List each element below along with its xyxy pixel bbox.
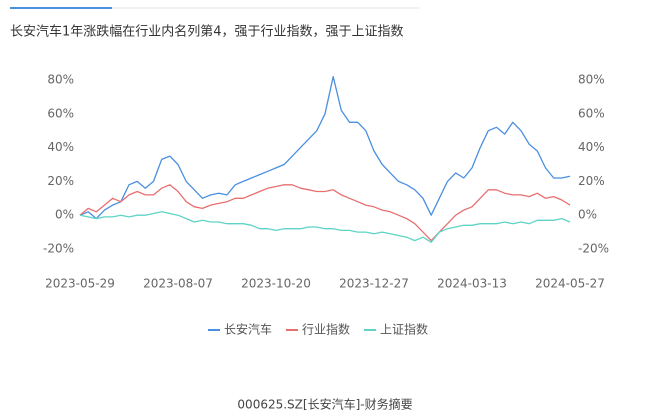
y2-tick-label: 60%	[578, 106, 605, 120]
series-line	[79, 184, 571, 242]
y2-tick-label: -20%	[578, 242, 609, 256]
x-tick-label: 2024-03-13	[437, 277, 507, 291]
y2-tick-label: 20%	[578, 174, 605, 188]
y-tick-label: 20%	[47, 174, 74, 188]
y2-tick-label: 40%	[578, 140, 605, 154]
y-tick-label: 80%	[47, 73, 74, 87]
y-tick-label: 40%	[47, 140, 74, 154]
legend-label: 上证指数	[380, 322, 428, 337]
chart-title: 长安汽车1年涨跌幅在行业内名列第4，强于行业指数，强于上证指数	[10, 24, 404, 40]
legend-label: 行业指数	[302, 322, 350, 337]
series-line	[79, 75, 571, 220]
x-tick-label: 2024-05-27	[535, 277, 605, 291]
y2-tick-label: 0%	[578, 208, 597, 222]
y-tick-label: 60%	[47, 106, 74, 120]
y-tick-label: -20%	[43, 242, 74, 256]
y2-tick-label: 80%	[578, 73, 605, 87]
x-tick-label: 2023-12-27	[339, 277, 409, 291]
x-tick-label: 2023-10-20	[241, 277, 311, 291]
x-tick-label: 2023-05-29	[45, 277, 115, 291]
footer: 000625.SZ[长安汽车]-财务摘要	[237, 397, 412, 412]
legend-label: 长安汽车	[224, 322, 272, 337]
y-tick-label: 0%	[55, 208, 74, 222]
x-tick-label: 2023-08-07	[143, 277, 213, 291]
series-line	[79, 211, 571, 243]
